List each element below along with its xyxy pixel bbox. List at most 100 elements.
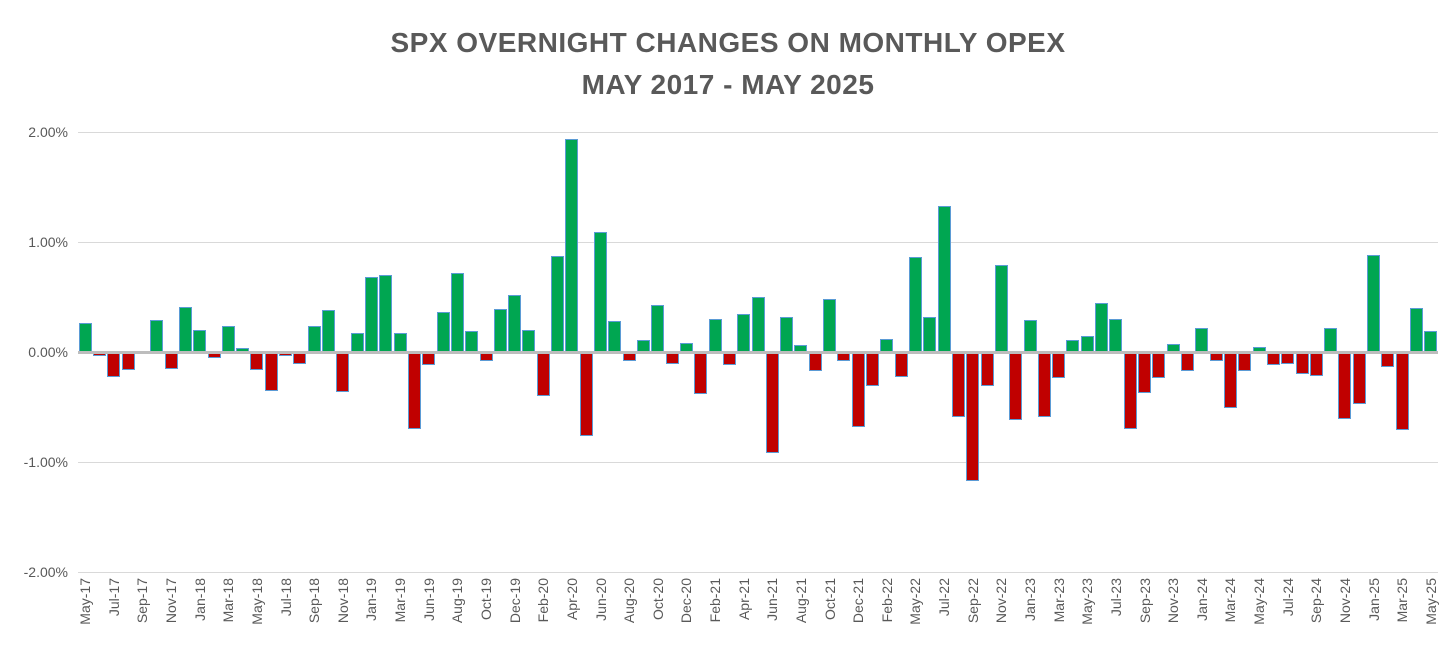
bar-80 <box>1223 352 1237 409</box>
bar-92 <box>1395 352 1409 431</box>
bar-0 <box>78 323 92 352</box>
y-axis-label--2.00%: -2.00% <box>23 564 68 580</box>
bar-86 <box>1309 352 1323 377</box>
zero-axis-line <box>78 351 1438 354</box>
bar-94 <box>1424 331 1438 352</box>
bar-32 <box>536 352 550 396</box>
bar-52 <box>823 299 837 352</box>
bar-90 <box>1367 255 1381 352</box>
x-axis-label-Dec-21: Dec-21 <box>850 578 867 624</box>
bar-62 <box>966 352 980 481</box>
bar-13 <box>264 352 278 391</box>
x-axis-label-Mar-18: Mar-18 <box>220 578 237 623</box>
bar-77 <box>1180 352 1194 371</box>
x-axis-label-Oct-20: Oct-20 <box>649 578 666 621</box>
bar-30 <box>508 294 522 352</box>
x-axis-label-Dec-20: Dec-20 <box>678 578 695 624</box>
x-axis-label-Nov-17: Nov-17 <box>163 578 180 624</box>
chart-title: SPX OVERNIGHT CHANGES ON MONTHLY OPEX MA… <box>0 22 1456 106</box>
x-axis-label-Feb-21: Feb-21 <box>707 578 724 623</box>
x-axis-label-Jun-21: Jun-21 <box>764 578 781 621</box>
bar-51 <box>808 352 822 371</box>
x-axis-label-Jul-22: Jul-22 <box>936 578 953 617</box>
bar-54 <box>851 352 865 427</box>
bar-58 <box>908 257 922 352</box>
y-axis-label-0.00%: 0.00% <box>28 344 68 360</box>
x-axis-label-Sep-23: Sep-23 <box>1136 578 1153 624</box>
bar-78 <box>1195 327 1209 352</box>
bar-85 <box>1295 352 1309 374</box>
x-axis-label-Jul-17: Jul-17 <box>105 578 122 617</box>
bar-17 <box>322 310 336 352</box>
gridline-1.00% <box>78 242 1438 243</box>
bar-55 <box>866 352 880 387</box>
bar-12 <box>250 352 264 370</box>
bar-60 <box>937 205 951 352</box>
bar-71 <box>1095 302 1109 352</box>
bar-68 <box>1052 352 1066 379</box>
bar-47 <box>751 297 765 352</box>
bar-19 <box>350 333 364 352</box>
bar-2 <box>107 352 121 378</box>
x-axis-label-Sep-22: Sep-22 <box>964 578 981 624</box>
x-axis-label-May-23: May-23 <box>1079 578 1096 625</box>
bar-59 <box>923 316 937 352</box>
bar-44 <box>708 319 722 352</box>
bar-88 <box>1338 352 1352 420</box>
bar-10 <box>221 325 235 352</box>
y-axis-label--1.00%: -1.00% <box>23 454 68 470</box>
bar-72 <box>1109 319 1123 352</box>
x-axis-label-Aug-21: Aug-21 <box>792 578 809 624</box>
bar-40 <box>651 304 665 352</box>
x-axis-label-Nov-24: Nov-24 <box>1336 578 1353 624</box>
bar-21 <box>379 275 393 352</box>
bar-61 <box>951 352 965 417</box>
bar-89 <box>1352 352 1366 404</box>
x-axis-label-Aug-20: Aug-20 <box>621 578 638 624</box>
x-axis-label-Mar-25: Mar-25 <box>1394 578 1411 623</box>
bar-87 <box>1324 327 1338 352</box>
y-axis-label-1.00%: 1.00% <box>28 234 68 250</box>
bar-6 <box>164 352 178 369</box>
gridline--1.00% <box>78 462 1438 463</box>
y-axis-label-2.00%: 2.00% <box>28 124 68 140</box>
bar-37 <box>608 321 622 352</box>
x-axis-label-Apr-20: Apr-20 <box>563 578 580 621</box>
x-axis-label-Mar-24: Mar-24 <box>1222 578 1239 623</box>
x-axis-label-Oct-21: Oct-21 <box>821 578 838 621</box>
x-axis-label-Jan-25: Jan-25 <box>1365 578 1382 621</box>
bar-36 <box>594 232 608 352</box>
bar-8 <box>193 330 207 352</box>
x-axis-label-May-22: May-22 <box>907 578 924 625</box>
x-axis-label-Jan-23: Jan-23 <box>1022 578 1038 621</box>
x-axis-label-Sep-18: Sep-18 <box>306 578 323 624</box>
x-axis-label-May-18: May-18 <box>248 578 265 625</box>
bar-25 <box>436 312 450 352</box>
bar-48 <box>765 352 779 454</box>
x-axis-label-Oct-19: Oct-19 <box>478 578 494 621</box>
x-axis-label-Nov-23: Nov-23 <box>1165 578 1182 624</box>
x-axis-label-Aug-19: Aug-19 <box>449 578 466 624</box>
x-axis-label-Nov-22: Nov-22 <box>993 578 1010 624</box>
bar-5 <box>150 320 164 352</box>
bar-70 <box>1080 335 1094 352</box>
bar-56 <box>880 338 894 352</box>
bar-81 <box>1238 352 1252 371</box>
x-axis-label-Jan-19: Jan-19 <box>363 578 380 621</box>
x-axis-label-Jan-18: Jan-18 <box>191 578 208 621</box>
bar-20 <box>364 277 378 352</box>
bar-91 <box>1381 352 1395 368</box>
bar-57 <box>894 352 908 378</box>
x-axis-label-Dec-19: Dec-19 <box>506 578 523 624</box>
x-axis-label-Jul-23: Jul-23 <box>1107 578 1124 617</box>
x-axis-label-Jan-24: Jan-24 <box>1193 578 1210 621</box>
bar-33 <box>551 256 565 352</box>
bar-16 <box>307 325 321 352</box>
x-axis-label-Sep-24: Sep-24 <box>1308 578 1325 624</box>
bar-18 <box>336 352 350 392</box>
bar-67 <box>1037 352 1051 417</box>
x-axis-label-May-17: May-17 <box>77 578 94 625</box>
bar-73 <box>1123 352 1137 429</box>
bar-43 <box>694 352 708 394</box>
x-axis-label-Jul-18: Jul-18 <box>277 578 294 617</box>
